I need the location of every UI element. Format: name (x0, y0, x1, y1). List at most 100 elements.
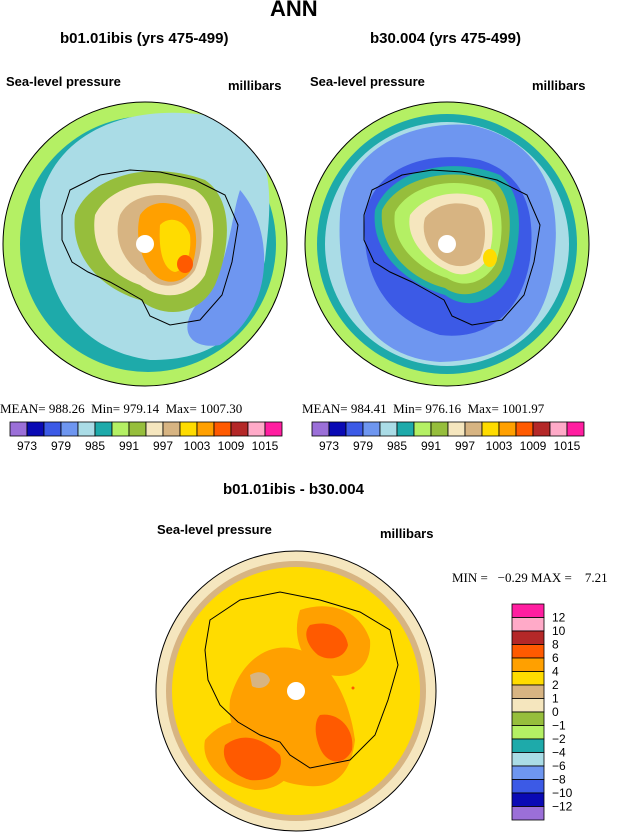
colorbar-swatch (247, 421, 266, 437)
colorbar-label: −2 (552, 732, 566, 746)
mean-label: MEAN= (0, 401, 46, 416)
page-title: ANN (270, 0, 318, 21)
colorbar-swatch (511, 617, 545, 632)
colorbar-label: 1003 (184, 439, 211, 453)
colorbar-label: 1009 (218, 439, 245, 453)
colorbar-swatch (464, 421, 483, 437)
colorbar-swatch (196, 421, 215, 437)
colorbar-label: 991 (119, 439, 139, 453)
colorbar-label: −8 (552, 773, 566, 787)
colorbar-swatch (60, 421, 79, 437)
max-value: 1001.97 (502, 401, 545, 416)
colorbar-swatch (145, 421, 164, 437)
max-label: Max= (467, 401, 499, 416)
panel-1-stats: MEAN= 988.26 Min= 979.14 Max= 1007.30 (0, 401, 242, 417)
mean-label: MEAN= (302, 401, 348, 416)
colorbar-swatch (328, 421, 347, 437)
colorbar-swatch (179, 421, 198, 437)
colorbar-2: 973 979 985 991 997 1003 1009 1015 (311, 421, 585, 453)
colorbar-label: 6 (552, 651, 559, 665)
colorbar-label: 10 (552, 624, 566, 638)
colorbar-swatch (511, 603, 545, 618)
min-value: 979.14 (123, 401, 160, 416)
colorbar-swatch (511, 792, 545, 807)
colorbar-swatch (511, 657, 545, 672)
colorbar-swatch (111, 421, 130, 437)
colorbar-swatch (511, 752, 545, 767)
diff-stats: MIN = −0.29 MAX = 7.21 (452, 570, 608, 585)
diff-units: millibars (380, 526, 434, 541)
colorbar-label: −12 (552, 800, 573, 814)
colorbar-swatch (264, 421, 283, 437)
colorbar-label: 1003 (486, 439, 513, 453)
colorbar-swatch (511, 630, 545, 645)
colorbar-label: 973 (17, 439, 37, 453)
panel-1-title: b01.01ibis (yrs 475-499) (60, 30, 229, 47)
colorbar-swatch (9, 421, 28, 437)
colorbar-swatch (413, 421, 432, 437)
colorbar-label: 979 (353, 439, 373, 453)
colorbar-swatch (43, 421, 62, 437)
colorbar-swatch (511, 765, 545, 780)
panel-2-title: b30.004 (yrs 475-499) (370, 30, 521, 47)
colorbar-swatch (128, 421, 147, 437)
colorbar-swatch (162, 421, 181, 437)
colorbar-swatch (362, 421, 381, 437)
colorbar-label: −6 (552, 759, 566, 773)
colorbar-swatch (511, 671, 545, 686)
panel-2-stats: MEAN= 984.41 Min= 976.16 Max= 1001.97 (302, 401, 544, 417)
colorbar-label: 985 (85, 439, 105, 453)
colorbar-swatch (511, 644, 545, 659)
colorbar-swatch (396, 421, 415, 437)
colorbar-1: 973 979 985 991 997 1003 1009 1015 (9, 421, 283, 453)
colorbar-label: 0 (552, 705, 559, 719)
diff-variable: Sea-level pressure (157, 522, 272, 537)
colorbar-swatch (498, 421, 517, 437)
colorbar-swatch (345, 421, 364, 437)
colorbar-swatch (26, 421, 45, 437)
colorbar-label: 12 (552, 611, 566, 625)
colorbar-swatch (511, 698, 545, 713)
colorbar-swatch (532, 421, 551, 437)
colorbar-swatch (447, 421, 466, 437)
mean-value: 984.41 (350, 401, 387, 416)
colorbar-label: 1015 (252, 439, 279, 453)
min-label: Min= (91, 401, 121, 416)
colorbar-swatch (430, 421, 449, 437)
colorbar-swatch (511, 779, 545, 794)
colorbar-swatch (511, 711, 545, 726)
colorbar-swatch (549, 421, 568, 437)
panel-2-variable: Sea-level pressure (310, 74, 425, 89)
max-value: 1007.30 (200, 401, 243, 416)
colorbar-swatch (379, 421, 398, 437)
colorbar-swatch (230, 421, 249, 437)
colorbar-label: 991 (421, 439, 441, 453)
colorbar-swatch (515, 421, 534, 437)
colorbar-label: 2 (552, 678, 559, 692)
panel-1-variable: Sea-level pressure (6, 74, 121, 89)
panel-2-units: millibars (532, 78, 586, 93)
colorbar-label: 1009 (520, 439, 547, 453)
colorbar-swatch (566, 421, 585, 437)
colorbar-label: 997 (153, 439, 173, 453)
colorbar-swatch (311, 421, 330, 437)
colorbar-swatch (511, 684, 545, 699)
colorbar-swatch (94, 421, 113, 437)
colorbar-label: −1 (552, 719, 566, 733)
colorbar-label: 997 (455, 439, 475, 453)
max-label: Max= (165, 401, 197, 416)
colorbar-label: −10 (552, 786, 573, 800)
diff-title: b01.01ibis - b30.004 (223, 481, 364, 498)
panel-1-units: millibars (228, 78, 282, 93)
min-value: 976.16 (425, 401, 462, 416)
min-label: Min= (393, 401, 423, 416)
colorbar-label: 1 (552, 692, 559, 706)
colorbar-swatch (213, 421, 232, 437)
colorbar-swatch (511, 806, 545, 821)
colorbar-label: 979 (51, 439, 71, 453)
colorbar-label: 973 (319, 439, 339, 453)
colorbar-swatch (77, 421, 96, 437)
mean-value: 988.26 (48, 401, 85, 416)
colorbar-swatch (511, 725, 545, 740)
